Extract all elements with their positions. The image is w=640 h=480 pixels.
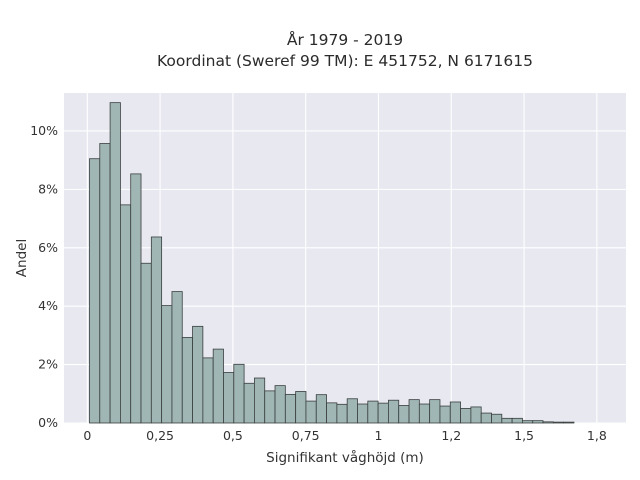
histogram-bar <box>480 412 492 424</box>
y-tick-label: 2% <box>38 357 58 372</box>
histogram-bar <box>336 403 348 424</box>
histogram-bar <box>130 173 142 424</box>
histogram-bar <box>460 407 472 424</box>
y-tick-label: 4% <box>38 298 58 313</box>
histogram-bar <box>305 400 317 424</box>
histogram-bar <box>192 325 204 424</box>
histogram-bar <box>243 382 255 424</box>
chart-title: År 1979 - 2019 <box>287 30 403 49</box>
x-tick-label: 1,8 <box>587 428 607 443</box>
x-tick-label: 1,5 <box>514 428 534 443</box>
histogram-bar <box>501 417 513 424</box>
histogram-bar <box>439 405 451 424</box>
x-tick-label: 0,25 <box>146 428 174 443</box>
x-tick-label: 1,2 <box>441 428 461 443</box>
histogram-bar <box>223 372 235 424</box>
histogram-bar <box>418 403 431 424</box>
histogram-bar <box>171 291 183 424</box>
histogram-bar <box>470 406 482 424</box>
x-axis-label: Signifikant våghöjd (m) <box>266 449 424 466</box>
x-tick-label: 0,75 <box>292 428 320 443</box>
histogram-bar <box>326 402 338 424</box>
histogram-bar <box>357 403 369 424</box>
histogram-bar <box>150 236 163 424</box>
histogram-bar <box>491 413 503 424</box>
bar-layer <box>89 102 575 424</box>
histogram-bar <box>522 420 534 424</box>
histogram-bar <box>109 102 121 424</box>
histogram-bar <box>315 394 327 424</box>
chart-subtitle: Koordinat (Sweref 99 TM): E 451752, N 61… <box>157 52 533 70</box>
histogram-bar <box>140 262 152 424</box>
histogram-bar <box>542 421 554 424</box>
y-tick-label: 8% <box>38 181 58 196</box>
histogram-bar <box>254 377 266 424</box>
histogram-bar <box>99 143 111 424</box>
y-axis-label: Andel <box>14 239 30 277</box>
histogram-bar <box>429 399 441 424</box>
histogram-bar <box>346 398 358 424</box>
tick-layer: 0% 2% 4% 6% 8% 10% 0 0,25 0,5 0,75 1 1,2 1,5 1,8 <box>30 123 607 443</box>
histogram-bar <box>274 385 286 424</box>
histogram-bar <box>367 400 379 424</box>
histogram-bar <box>264 390 276 424</box>
histogram-bar <box>295 391 307 424</box>
histogram-bar <box>202 357 214 424</box>
histogram-bar <box>511 417 523 424</box>
histogram-bar <box>161 305 173 424</box>
x-tick-label: 0 <box>83 428 91 443</box>
histogram-bar <box>233 363 245 424</box>
histogram-bar <box>398 405 410 424</box>
histogram-bar <box>408 399 420 424</box>
histogram-bar <box>377 402 389 424</box>
y-tick-label: 6% <box>38 240 58 255</box>
histogram-bar <box>212 348 224 424</box>
histogram-bar <box>89 158 101 424</box>
histogram-bar <box>552 421 565 424</box>
y-tick-label: 0% <box>38 415 58 430</box>
histogram-bar <box>120 204 132 424</box>
histogram-bar <box>532 420 544 424</box>
histogram-bar <box>181 337 193 424</box>
histogram-bar <box>563 421 575 424</box>
histogram-bar <box>388 399 400 424</box>
histogram-bar <box>284 393 297 424</box>
x-tick-label: 0,5 <box>223 428 243 443</box>
x-tick-label: 1 <box>375 428 383 443</box>
histogram-bar <box>449 401 461 424</box>
y-tick-label: 10% <box>30 123 58 138</box>
